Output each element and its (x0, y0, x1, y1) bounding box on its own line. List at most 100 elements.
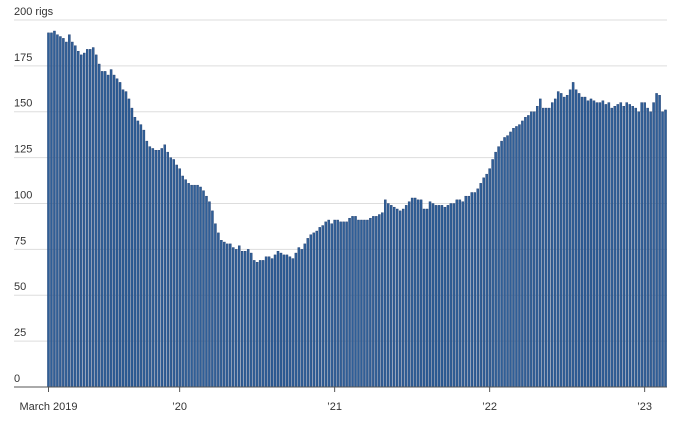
bar (607, 102, 611, 388)
bar (351, 216, 354, 388)
bar (187, 183, 190, 388)
bar (464, 195, 468, 388)
bar (288, 256, 292, 388)
bar (443, 206, 447, 388)
bar (500, 140, 503, 388)
bar (509, 131, 512, 388)
bar (354, 216, 357, 388)
bar (85, 49, 89, 388)
bar (94, 54, 98, 388)
bar (378, 214, 381, 388)
bar (393, 206, 396, 388)
bar (306, 238, 310, 388)
bar (342, 221, 345, 388)
bar (586, 100, 590, 388)
bar (276, 251, 280, 388)
bar (345, 221, 348, 388)
bar (208, 201, 211, 388)
bar (643, 102, 646, 388)
bar (357, 219, 360, 388)
bar (270, 258, 274, 388)
bar (205, 195, 208, 388)
bar (410, 197, 414, 388)
bar (565, 95, 569, 388)
bar (601, 100, 605, 388)
bar (261, 260, 265, 388)
bar (324, 221, 327, 388)
bar (243, 251, 247, 388)
bar (220, 239, 223, 388)
bar (235, 249, 238, 388)
bar (145, 140, 149, 388)
bar (321, 225, 324, 388)
bar (68, 34, 71, 388)
bar (151, 148, 155, 388)
bar (300, 249, 304, 388)
bar (291, 258, 295, 388)
bar (375, 216, 378, 388)
bar (384, 199, 387, 388)
bar (416, 199, 420, 388)
bar (622, 106, 626, 388)
bar (217, 232, 220, 388)
bar (542, 107, 545, 388)
bar (366, 219, 369, 388)
bar (491, 159, 494, 388)
bar (303, 243, 307, 388)
bar (109, 69, 113, 388)
bar (47, 32, 50, 388)
bar (467, 195, 471, 388)
bar (616, 104, 620, 388)
bar (279, 252, 283, 388)
bar (246, 249, 250, 388)
bar (583, 96, 587, 388)
bar (77, 50, 80, 388)
bar (100, 71, 104, 388)
bar (431, 203, 435, 388)
bar (255, 262, 259, 388)
bar (65, 41, 68, 388)
bar (395, 208, 399, 388)
bar (398, 210, 402, 388)
y-tick-label: 100 (14, 189, 32, 201)
y-tick-label: 25 (14, 327, 26, 339)
bar (315, 230, 319, 388)
bar (479, 183, 482, 388)
bar (157, 150, 161, 388)
bar (527, 115, 530, 388)
bar (428, 201, 432, 388)
bar (333, 219, 336, 388)
bar (163, 144, 166, 388)
x-tick-label: ’20 (172, 401, 187, 413)
bar (190, 184, 193, 388)
bar (604, 104, 608, 388)
bar (232, 247, 235, 388)
bar (214, 223, 217, 388)
bar (631, 106, 634, 388)
bar (476, 188, 479, 388)
bar (580, 96, 584, 388)
bar (637, 111, 640, 388)
x-tick-label: ’21 (327, 401, 342, 413)
bar (226, 243, 229, 388)
bar (407, 201, 411, 388)
bar (628, 104, 631, 388)
bar (238, 245, 241, 388)
bar (634, 107, 637, 388)
bar (327, 219, 330, 388)
bar (124, 91, 128, 388)
bar (571, 82, 575, 388)
bar (112, 74, 116, 388)
bar (127, 98, 131, 388)
y-tick-label: 125 (14, 144, 32, 156)
bar (318, 227, 321, 388)
bar (336, 219, 339, 388)
x-tick-label: ’23 (637, 401, 652, 413)
bar (80, 54, 83, 388)
y-tick-label: 175 (14, 52, 32, 64)
bar (148, 146, 152, 388)
bar (199, 186, 202, 388)
bar (252, 260, 256, 388)
bar (193, 184, 196, 388)
bar (550, 102, 554, 388)
